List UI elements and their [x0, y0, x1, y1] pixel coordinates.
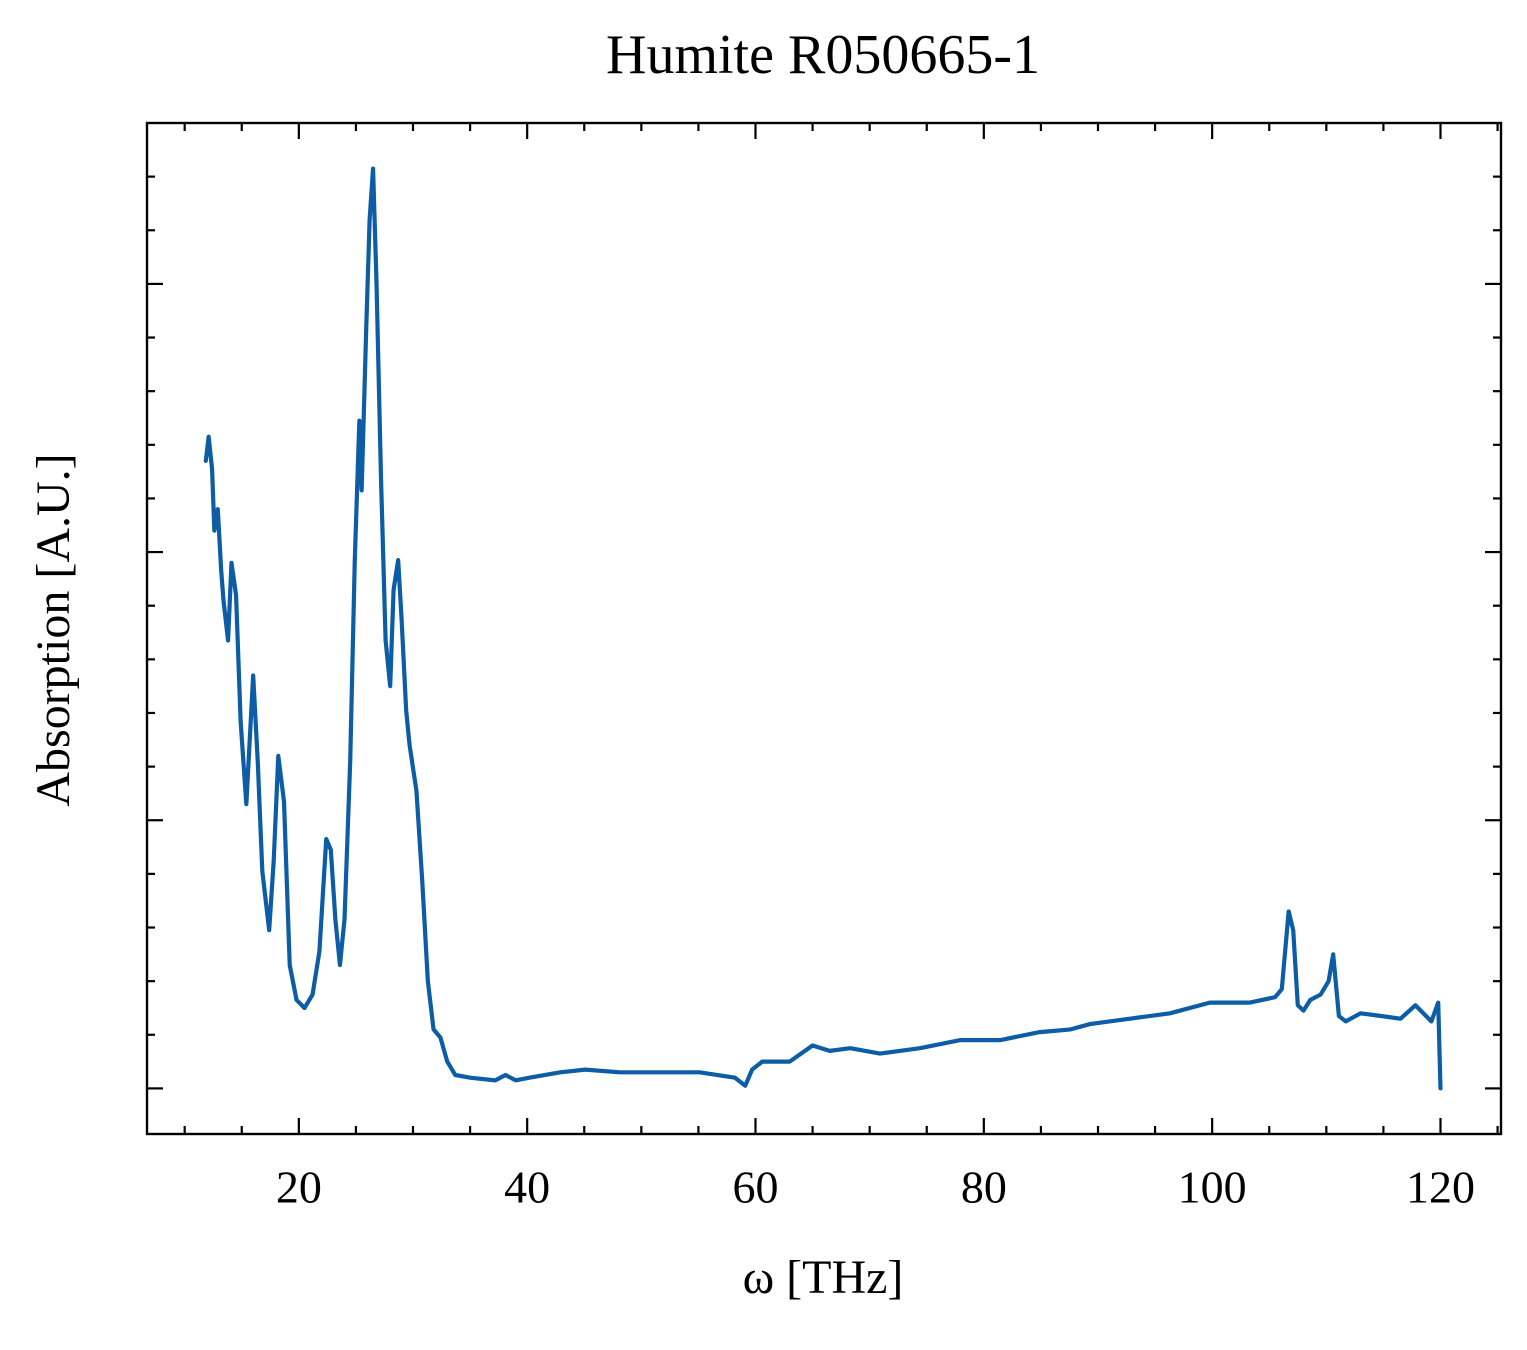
data-line: [203, 166, 1443, 1091]
y-axis-label: Absorption [A.U.]: [27, 453, 80, 806]
x-tick-label: 60: [733, 1162, 779, 1213]
x-tick-label: 40: [504, 1162, 550, 1213]
x-tick-label: 80: [961, 1162, 1007, 1213]
x-tick-label: 100: [1178, 1162, 1247, 1213]
x-axis-label: ω [THz]: [743, 1251, 904, 1304]
x-tick-label: 20: [276, 1162, 322, 1213]
plot-frame: [145, 121, 1503, 1136]
x-tick-label: 120: [1406, 1162, 1475, 1213]
chart-title: Humite R050665-1: [606, 24, 1040, 86]
